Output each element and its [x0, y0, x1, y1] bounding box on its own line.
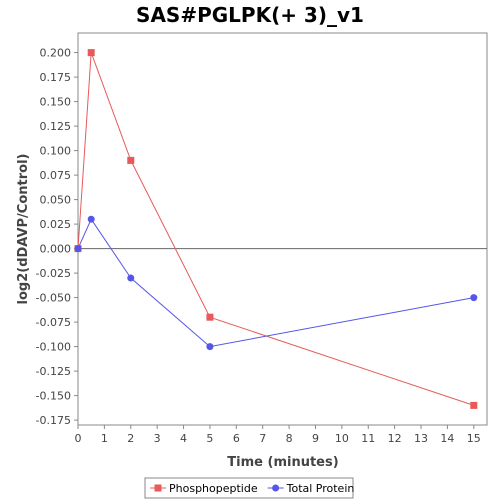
x-tick-label: 7 — [259, 432, 266, 445]
x-tick-label: 15 — [467, 432, 481, 445]
y-tick-label: 0.025 — [40, 218, 72, 231]
data-point-phosphopeptide — [127, 156, 135, 164]
x-tick-label: 4 — [180, 432, 187, 445]
x-tick-label: 12 — [388, 432, 402, 445]
data-point-total-protein — [87, 215, 95, 223]
data-point-total-protein — [74, 245, 82, 253]
x-tick-label: 8 — [286, 432, 293, 445]
x-tick-label: 13 — [414, 432, 428, 445]
x-tick-label: 9 — [312, 432, 319, 445]
y-tick-label: 0.100 — [40, 145, 72, 158]
legend-label-phosphopeptide: Phosphopeptide — [169, 482, 258, 495]
x-tick-label: 5 — [206, 432, 213, 445]
x-tick-label: 11 — [361, 432, 375, 445]
legend-items: Phosphopeptide Total Protein — [150, 482, 354, 495]
y-axis-label: log2(dDAVP/Control) — [16, 154, 31, 305]
y-tick-label: -0.175 — [36, 414, 71, 427]
y-tick-label: 0.150 — [40, 96, 72, 109]
y-tick-label: -0.125 — [36, 365, 71, 378]
legend-label-total-protein: Total Protein — [286, 482, 355, 495]
data-point-total-protein — [127, 274, 135, 282]
data-point-total-protein — [470, 294, 478, 302]
x-tick-label: 10 — [335, 432, 349, 445]
y-tick-label: -0.025 — [36, 267, 71, 280]
y-tick-label: 0.200 — [40, 47, 72, 60]
legend-box — [144, 477, 354, 499]
x-tick-label: 1 — [101, 432, 108, 445]
y-tick-label: -0.075 — [36, 316, 71, 329]
y-tick-label: 0.075 — [40, 169, 72, 182]
x-tick-label: 6 — [233, 432, 240, 445]
x-tick-label: 2 — [127, 432, 134, 445]
series-layer — [74, 49, 478, 409]
plot-area — [77, 32, 488, 426]
y-tick-label: 0.000 — [40, 243, 72, 256]
x-axis: 0 1 2 3 4 5 6 7 8 9 10 11 12 13 14 15 — [75, 425, 481, 445]
legend-marker-phosphopeptide — [154, 484, 162, 492]
x-tick-label: 14 — [440, 432, 454, 445]
data-point-phosphopeptide — [206, 313, 214, 321]
legend: Phosphopeptide Total Protein — [144, 477, 354, 499]
legend-marker-total-protein — [272, 484, 280, 492]
y-tick-label: 0.125 — [40, 120, 72, 133]
x-tick-label: 0 — [75, 432, 82, 445]
data-point-phosphopeptide — [470, 401, 478, 409]
x-tick-label: 3 — [154, 432, 161, 445]
y-axis: 0.200 0.175 0.150 0.125 0.100 0.075 0.050 0.025… — [36, 47, 78, 427]
chart-title: SAS#PGLPK(+ 3)_v1 — [136, 3, 364, 27]
y-tick-label: 0.050 — [40, 194, 72, 207]
x-axis-label: Time (minutes) — [227, 455, 338, 470]
y-tick-label: 0.175 — [40, 71, 72, 84]
data-point-total-protein — [206, 343, 214, 351]
data-point-phosphopeptide — [87, 49, 95, 57]
y-tick-label: -0.100 — [36, 341, 71, 354]
y-tick-label: -0.150 — [36, 390, 71, 403]
y-tick-label: -0.050 — [36, 292, 71, 305]
